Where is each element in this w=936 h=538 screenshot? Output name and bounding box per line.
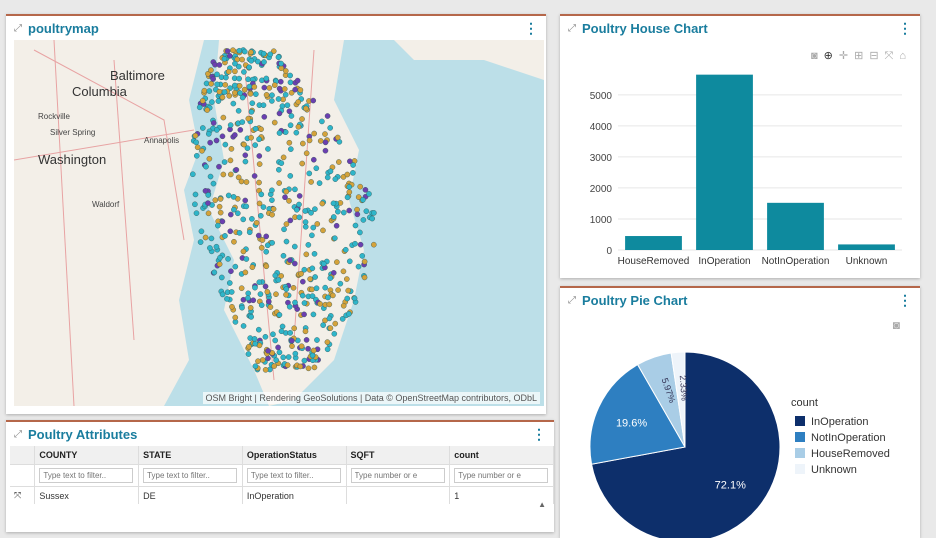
pie-chart-panel: ⤢ Poultry Pie Chart ⋮ ◙ 72.1% 19.6% 5.97% 2… xyxy=(560,286,920,538)
zoom-in-icon[interactable]: ⊞ xyxy=(854,50,864,62)
camera-icon[interactable]: ◙ xyxy=(892,318,900,332)
attributes-panel: ⤢ Poultry Attributes ⋮ COUNTY STATE Oper… xyxy=(6,420,554,532)
column-header[interactable]: OperationStatus xyxy=(242,446,347,465)
filter-row xyxy=(10,464,554,487)
map-menu-icon[interactable]: ⋮ xyxy=(524,19,538,36)
slice-label: 19.6% xyxy=(616,417,647,429)
bar[interactable] xyxy=(767,202,824,250)
bar[interactable] xyxy=(838,244,895,250)
filter-input[interactable] xyxy=(350,468,445,483)
label-annapolis: Annapolis xyxy=(144,136,180,145)
legend-swatch[interactable] xyxy=(795,432,805,442)
label-baltimore: Baltimore xyxy=(110,68,165,83)
y-tick-label: 5000 xyxy=(590,91,613,102)
expand-icon[interactable]: ⤢ xyxy=(568,22,576,34)
map-canvas[interactable]: Baltimore Columbia Washington Rockville … xyxy=(14,40,544,406)
cell-state: DE xyxy=(138,486,243,504)
map-title: poultrymap xyxy=(28,20,99,36)
pie-menu-icon[interactable]: ⋮ xyxy=(898,291,912,308)
pie-slice[interactable] xyxy=(590,351,781,538)
cell-sqft xyxy=(346,486,451,504)
y-tick-label: 1000 xyxy=(590,215,613,226)
slice-label: 2.33% xyxy=(678,375,690,401)
bar-chart-title: Poultry House Chart xyxy=(582,20,708,36)
label-silver-spring: Silver Spring xyxy=(50,128,96,137)
filter-input[interactable] xyxy=(39,468,134,483)
map-panel: ⤢ poultrymap ⋮ Baltimore Columbia Washin… xyxy=(6,14,546,414)
filter-input[interactable] xyxy=(246,468,341,483)
pan-icon[interactable]: ✛ xyxy=(838,50,849,62)
legend-label[interactable]: InOperation xyxy=(811,416,868,428)
zoom-out-icon[interactable]: ⊟ xyxy=(869,50,879,62)
pie-chart-title: Poultry Pie Chart xyxy=(582,292,688,308)
autoscale-icon[interactable]: ⤧ xyxy=(884,50,894,62)
expand-icon[interactable]: ⤢ xyxy=(14,22,22,34)
bar-menu-icon[interactable]: ⋮ xyxy=(898,19,912,36)
attributes-title: Poultry Attributes xyxy=(28,426,138,442)
label-rockville: Rockville xyxy=(38,112,71,121)
bar[interactable] xyxy=(696,74,753,250)
map-attribution: OSM Bright | Rendering GeoSolutions | Da… xyxy=(202,392,540,404)
select-column xyxy=(10,446,36,465)
poultry-points[interactable] xyxy=(190,47,377,373)
column-header[interactable]: SQFT xyxy=(346,446,451,465)
label-columbia: Columbia xyxy=(72,84,127,99)
bar-chart-panel: ⤢ Poultry House Chart ⋮ ◙ ⊕ ✛ ⊞ ⊟ ⤧ ⌂ 0 1000 200… xyxy=(560,14,920,278)
pie-slice[interactable] xyxy=(670,351,686,448)
y-tick-label: 3000 xyxy=(590,153,613,164)
filter-input[interactable] xyxy=(454,468,549,483)
column-header[interactable]: COUNTY xyxy=(34,446,140,465)
legend-swatch[interactable] xyxy=(795,416,805,426)
column-header[interactable]: count xyxy=(449,446,554,465)
legend-label[interactable]: HouseRemoved xyxy=(811,448,890,460)
y-tick-label: 4000 xyxy=(590,122,613,133)
attributes-table: COUNTY STATE OperationStatus SQFT count … xyxy=(10,446,554,504)
y-tick-label: 0 xyxy=(606,246,612,257)
attributes-menu-icon[interactable]: ⋮ xyxy=(532,425,546,442)
table-row[interactable]: ⤧ Sussex DE InOperation 1 xyxy=(10,486,554,504)
legend-swatch[interactable] xyxy=(795,448,805,458)
pie-chart: 72.1%19.6%5.97% 2.33%countInOperationNotI… xyxy=(589,351,890,538)
slice-label: 72.1% xyxy=(715,480,746,492)
legend-swatch[interactable] xyxy=(795,464,805,474)
zoom-icon[interactable]: ⊕ xyxy=(823,50,833,62)
scroll-up-icon[interactable]: ▲ xyxy=(538,500,546,509)
legend-label[interactable]: NotInOperation xyxy=(811,432,886,444)
y-tick-label: 2000 xyxy=(590,184,613,195)
zoom-to-feature-icon[interactable]: ⤧ xyxy=(10,486,36,504)
cell-county: Sussex xyxy=(34,486,140,504)
label-waldorf: Waldorf xyxy=(92,200,120,209)
bar[interactable] xyxy=(625,236,682,250)
filter-input[interactable] xyxy=(143,468,238,483)
cell-status: InOperation xyxy=(242,486,347,504)
legend-title: count xyxy=(791,397,818,409)
expand-icon[interactable]: ⤢ xyxy=(14,428,22,440)
chart-toolbar: ◙ ⊕ ✛ ⊞ ⊟ ⤧ ⌂ xyxy=(805,46,906,64)
camera-icon[interactable]: ◙ xyxy=(811,50,818,62)
expand-icon[interactable]: ⤢ xyxy=(568,294,576,306)
x-tick-label: Unknown xyxy=(846,256,888,267)
legend-label[interactable]: Unknown xyxy=(811,464,857,476)
label-washington: Washington xyxy=(38,152,107,167)
bar-chart: 0 1000 2000 3000 4000 5000 HouseRemoved InOpera… xyxy=(590,74,902,267)
home-icon[interactable]: ⌂ xyxy=(899,50,906,62)
pie-slice[interactable] xyxy=(589,363,686,465)
x-tick-label: NotInOperation xyxy=(762,256,830,267)
x-tick-label: HouseRemoved xyxy=(618,256,690,267)
cell-count: 1 xyxy=(449,486,554,504)
column-header[interactable]: STATE xyxy=(138,446,243,465)
x-tick-label: InOperation xyxy=(698,256,750,267)
